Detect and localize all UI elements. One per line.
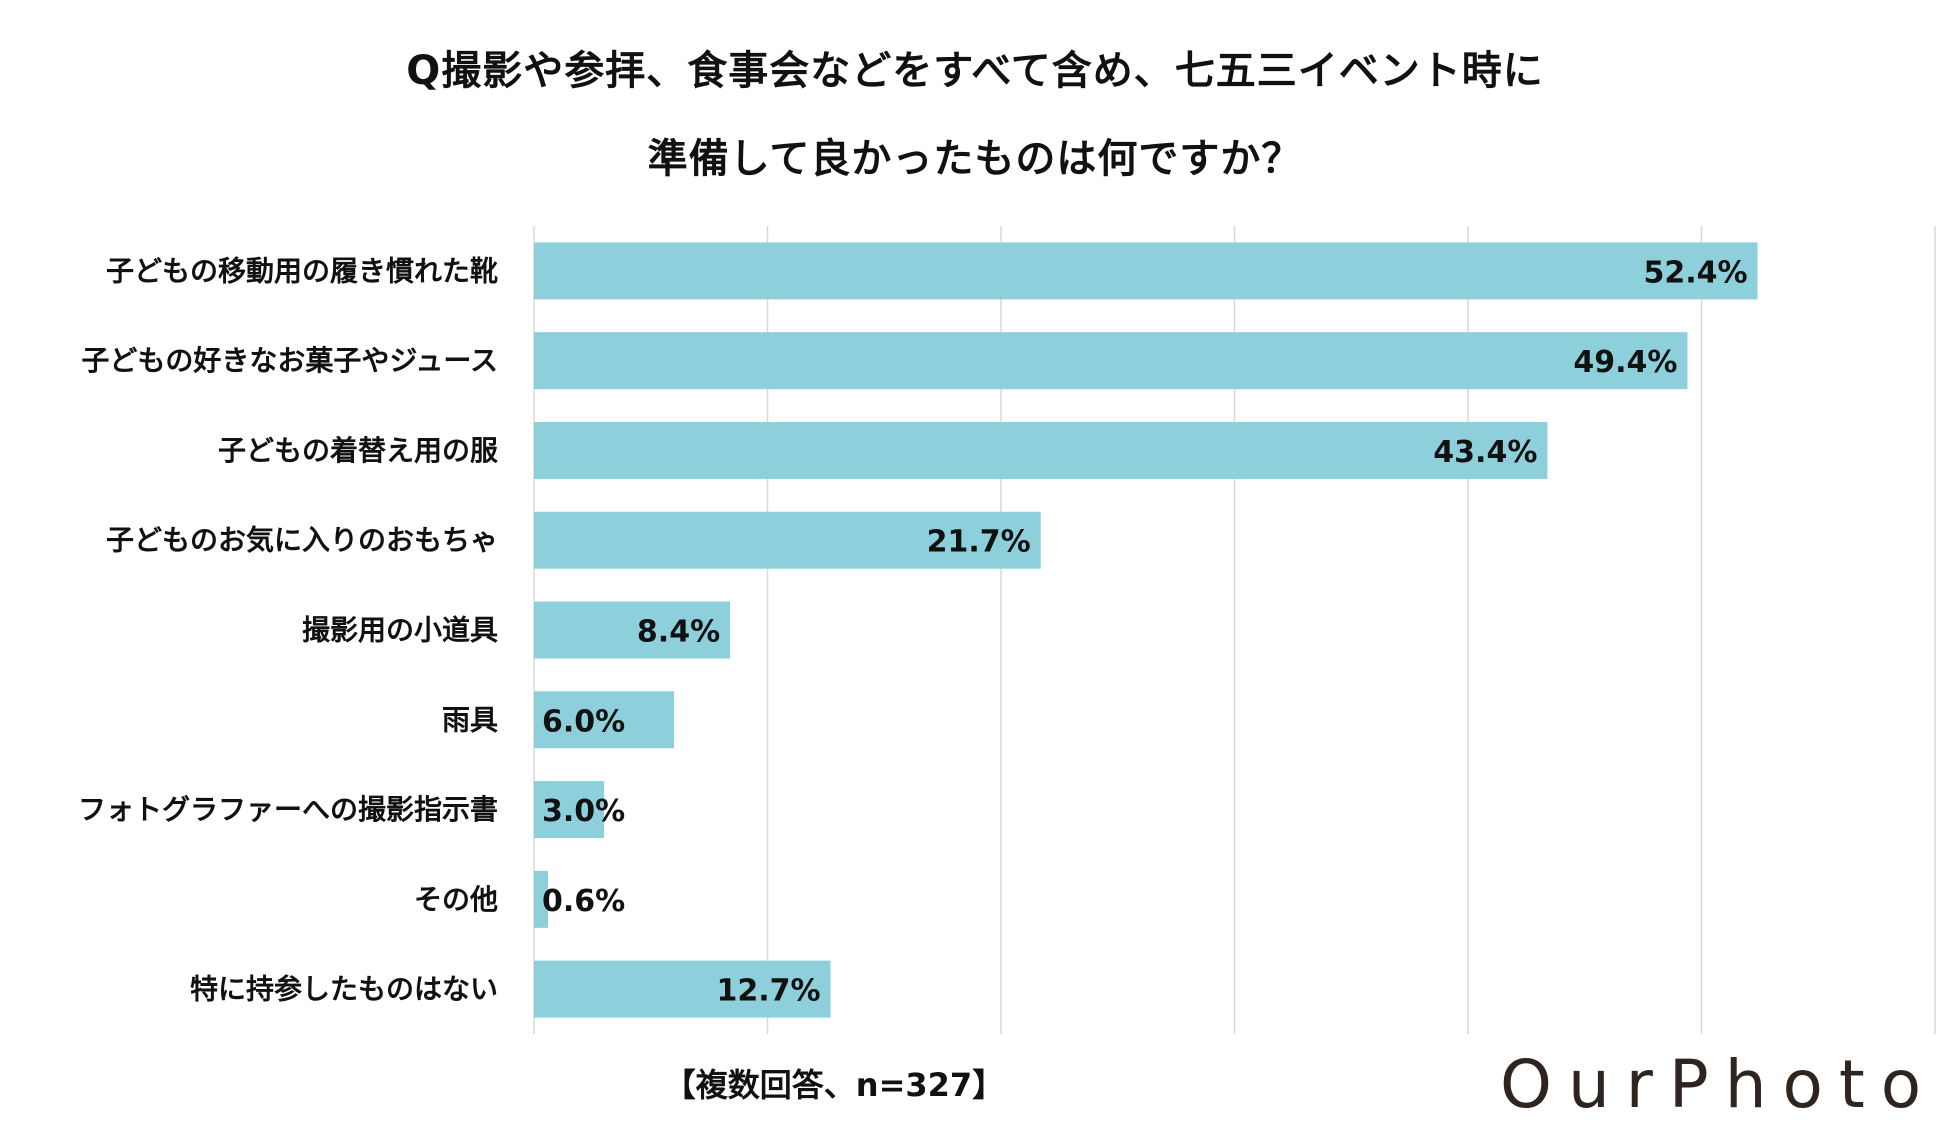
bar [534, 511, 1041, 569]
value-label: 52.4% [1643, 255, 1747, 290]
value-label: 0.6% [542, 884, 625, 919]
category-label: その他 [414, 883, 498, 916]
bar [534, 332, 1688, 390]
category-label: 子どもの移動用の履き慣れた靴 [106, 254, 498, 287]
bar [534, 601, 731, 659]
chart-title-line-1: Q撮影や参拝、食事会などをすべて含め、七五三イベント時に [406, 48, 1544, 94]
ourphoto-logo: OurPhoto [1500, 1046, 1938, 1123]
value-label: 43.4% [1433, 435, 1537, 470]
bar [534, 781, 605, 839]
value-label: 49.4% [1573, 345, 1677, 380]
category-label: 子どもの好きなお菓子やジュース [81, 344, 498, 377]
value-label: 21.7% [927, 525, 1031, 560]
category-label: 雨具 [442, 703, 498, 736]
chart-title-line-2: 準備して良かったものは何ですか？ [647, 136, 1303, 182]
labels: 子どもの移動用の履き慣れた靴 52.4% 子どもの好きなお菓子やジュース 49.4% 子… [78, 254, 1748, 1008]
category-label: 特に持参したものはない [190, 973, 498, 1006]
bar [534, 242, 1758, 300]
bars [534, 242, 1758, 1018]
bar [534, 870, 549, 928]
value-label: 6.0% [542, 704, 625, 739]
sample-note: 【複数回答、n=327】 [663, 1066, 1005, 1104]
category-label: 子どもの着替え用の服 [218, 434, 499, 467]
bar [534, 691, 675, 749]
bar [534, 421, 1548, 479]
category-label: 撮影用の小道具 [302, 614, 498, 647]
category-label: フォトグラファーへの撮影指示書 [78, 793, 498, 826]
value-label: 3.0% [542, 794, 625, 829]
bar-chart: 子どもの移動用の履き慣れた靴 52.4% 子どもの好きなお菓子やジュース 49.4% 子… [78, 226, 1936, 1034]
category-label: 子どものお気に入りのおもちゃ [106, 524, 498, 557]
value-label: 8.4% [637, 615, 720, 650]
value-label: 12.7% [716, 974, 820, 1009]
bar [534, 960, 831, 1018]
